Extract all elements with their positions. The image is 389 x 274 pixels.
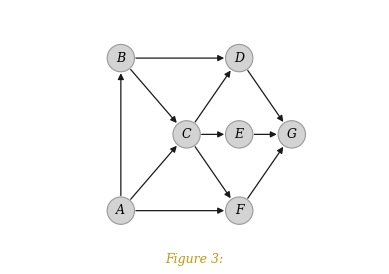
Text: F: F: [235, 204, 244, 217]
Circle shape: [173, 121, 200, 148]
Text: A: A: [116, 204, 125, 217]
Circle shape: [226, 197, 253, 224]
Text: C: C: [182, 128, 191, 141]
Text: E: E: [235, 128, 244, 141]
Text: B: B: [116, 52, 125, 65]
Circle shape: [107, 44, 135, 72]
Circle shape: [226, 121, 253, 148]
Circle shape: [107, 197, 135, 224]
Text: G: G: [287, 128, 297, 141]
Circle shape: [226, 44, 253, 72]
Text: Figure 3:: Figure 3:: [165, 253, 224, 266]
Text: D: D: [234, 52, 244, 65]
Circle shape: [278, 121, 305, 148]
